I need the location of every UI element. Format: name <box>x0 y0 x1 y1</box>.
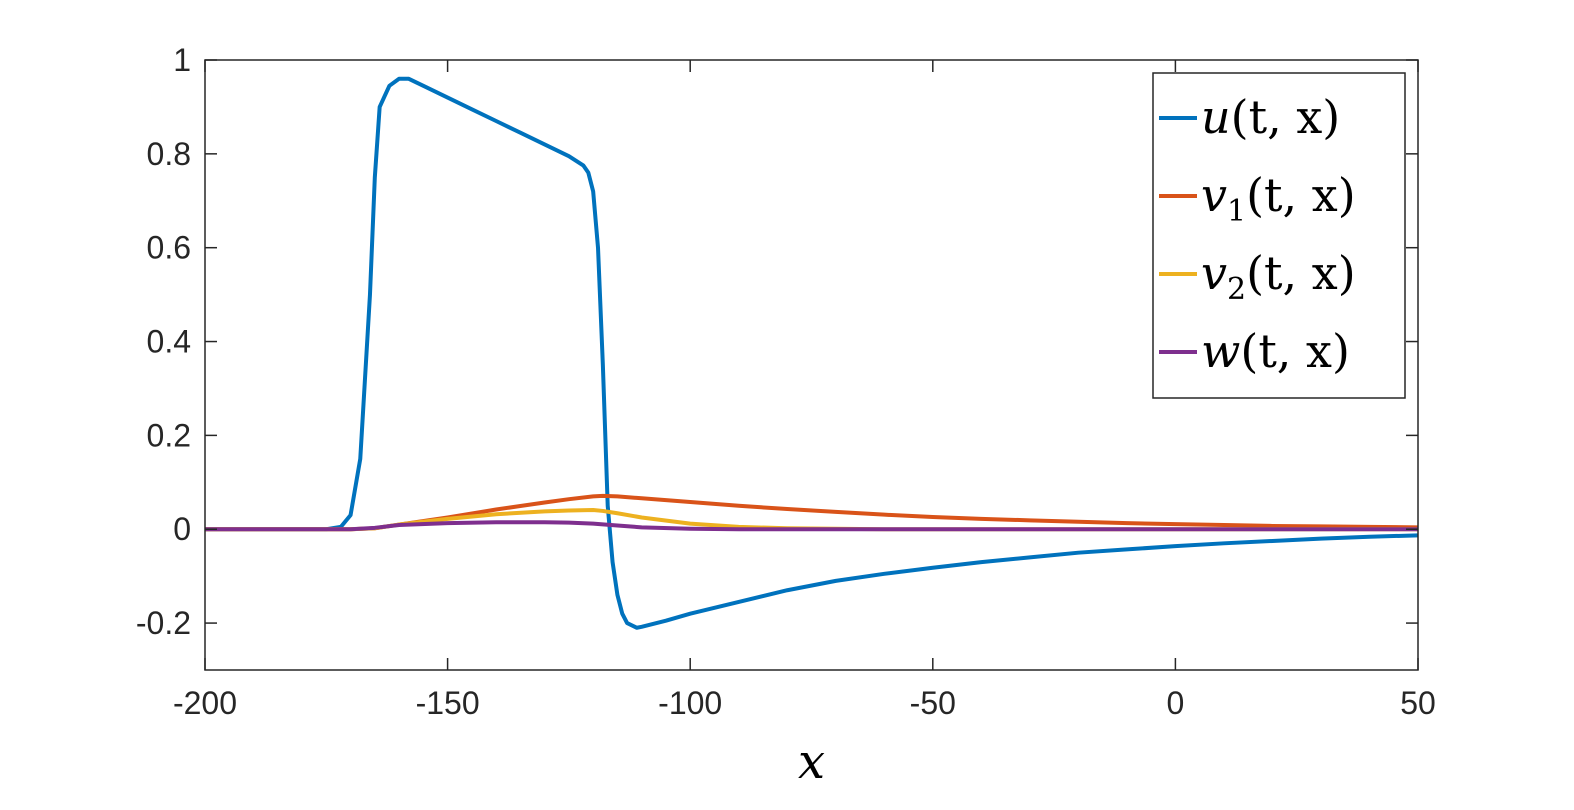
legend-entry: u(t, x) <box>1201 90 1340 144</box>
legend-entry: v1(t, x) <box>1201 168 1356 229</box>
legend-box <box>1152 72 1406 399</box>
x-tick-label: 0 <box>1167 685 1185 721</box>
series-lines <box>205 76 1419 630</box>
axis-ticks: -200 -150 -100 -50 0 50 -0.2 0 0.2 0.4 0.6 0.8 1 <box>136 42 1436 721</box>
legend-entry: w(t, x) <box>1201 324 1350 378</box>
y-tick-label: -0.2 <box>136 605 191 641</box>
x-axis-label: x <box>798 734 825 790</box>
axes-box <box>204 59 1419 671</box>
y-tick-label: 0.2 <box>147 417 191 453</box>
y-tick-label: 0.4 <box>147 324 191 360</box>
y-tick-label: 0.6 <box>147 230 191 266</box>
legend-entry: v2(t, x) <box>1201 246 1356 307</box>
x-tick-label: -50 <box>910 685 956 721</box>
y-tick-label: 0.8 <box>147 136 191 172</box>
x-tick-label: -200 <box>173 685 237 721</box>
legend: u(t, x) v1(t, x) v2(t, x) w(t, x) <box>1152 72 1406 399</box>
y-tick-label: 1 <box>173 42 191 78</box>
x-tick-label: -150 <box>416 685 480 721</box>
series-line-1 <box>205 76 1419 630</box>
series-line-2 <box>205 493 1419 532</box>
series-line-4 <box>205 520 1418 532</box>
x-tick-label: 50 <box>1400 685 1436 721</box>
y-tick-label: 0 <box>173 511 191 547</box>
x-tick-label: -100 <box>658 685 722 721</box>
